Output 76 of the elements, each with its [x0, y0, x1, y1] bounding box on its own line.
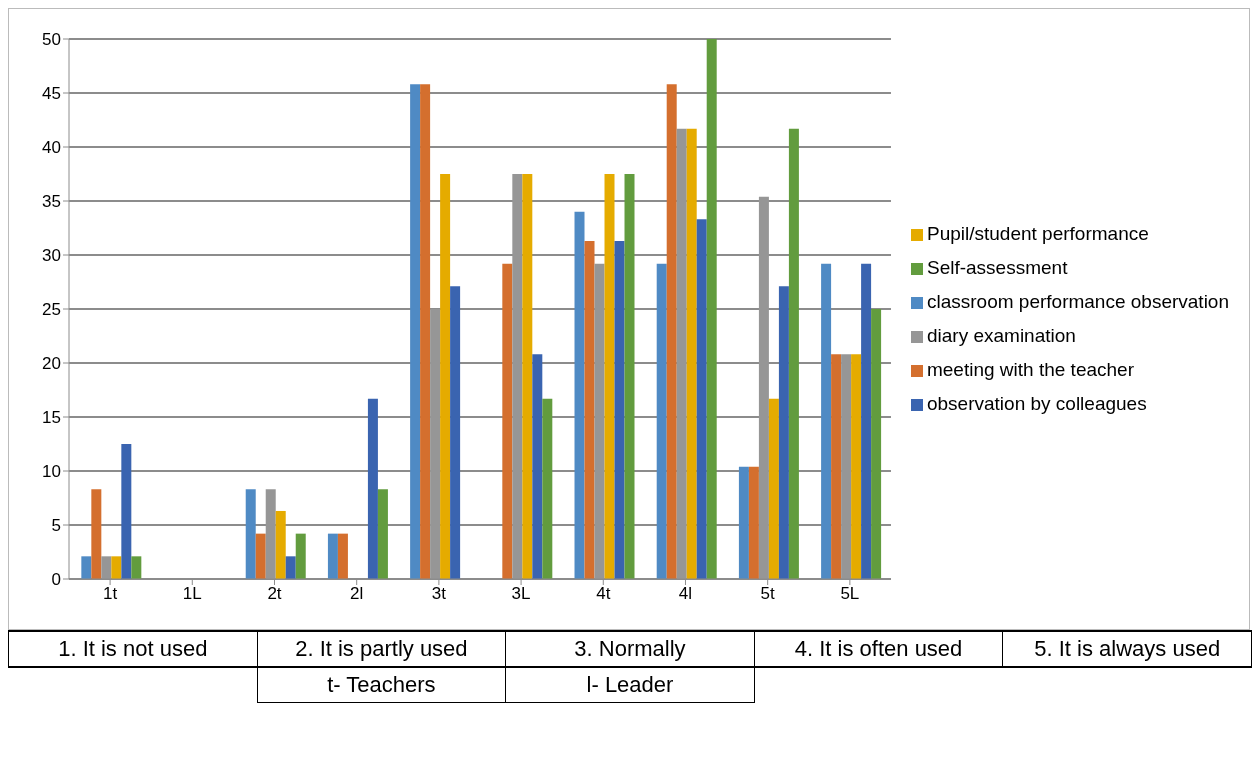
text: l- Leader	[505, 667, 755, 703]
bar	[574, 211, 585, 579]
y-tick-label: 35	[42, 192, 61, 212]
x-tick-label: 5L	[840, 584, 860, 604]
x-tick-label: 2l	[350, 584, 364, 604]
bar	[532, 354, 543, 579]
bar	[337, 533, 348, 579]
legend-label: classroom performance observation	[926, 291, 1229, 312]
text: 4. It is often used	[754, 631, 1003, 667]
y-tick-label: 50	[42, 30, 61, 50]
x-tick-label: 4l	[678, 584, 693, 604]
bar	[861, 263, 872, 579]
legend-label: Pupil/student performance	[926, 223, 1149, 244]
legend-label: diary examination	[926, 325, 1076, 346]
bar	[706, 39, 717, 579]
bar	[821, 263, 832, 579]
bar	[666, 84, 677, 579]
bar	[738, 466, 749, 579]
y-tick-label: 10	[42, 462, 61, 482]
y-tick-label: 0	[51, 570, 61, 590]
bar	[440, 174, 451, 579]
bar	[131, 556, 142, 579]
bar	[788, 128, 799, 579]
legend-label: Self-assessment	[926, 257, 1068, 278]
bar	[871, 309, 882, 579]
bar	[295, 533, 306, 579]
bar	[327, 533, 338, 579]
bar	[450, 286, 461, 579]
bar	[255, 533, 266, 579]
text: 1. It is not used	[8, 631, 258, 667]
legend-label: observation by colleagues	[926, 393, 1147, 414]
text: t- Teachers	[257, 667, 506, 703]
y-tick-label: 45	[42, 84, 61, 104]
x-tick-label: 3L	[511, 584, 531, 604]
bar	[831, 354, 842, 579]
bar	[851, 354, 862, 579]
bar	[377, 489, 388, 579]
bar	[410, 84, 421, 579]
bar	[502, 263, 513, 579]
legend-label: meeting with the teacher	[926, 359, 1134, 380]
bar	[656, 263, 667, 579]
bar	[420, 84, 431, 579]
bar	[522, 174, 533, 579]
bar	[275, 510, 286, 579]
bar	[604, 174, 615, 579]
bar	[614, 240, 625, 579]
x-tick-label: 1t	[103, 584, 118, 604]
y-tick-label: 15	[42, 408, 61, 428]
y-tick-label: 25	[42, 300, 61, 320]
x-tick-label: 3t	[431, 584, 447, 604]
bar	[686, 128, 697, 579]
x-tick-label: 2t	[267, 584, 282, 604]
y-tick-label: 30	[42, 246, 61, 266]
x-tick-label: 5t	[760, 584, 776, 604]
bar	[584, 240, 595, 579]
text: 5. It is always used	[1002, 631, 1252, 667]
text: 3. Normally	[505, 631, 755, 667]
bar	[111, 556, 122, 579]
x-tick-label: 4t	[596, 584, 611, 604]
bar	[81, 556, 92, 579]
bar	[778, 286, 789, 579]
bar	[696, 219, 707, 579]
bar	[91, 489, 102, 579]
y-tick-label: 20	[42, 354, 61, 374]
bar	[367, 398, 378, 579]
bar	[542, 398, 553, 579]
bar	[285, 556, 296, 579]
bar	[768, 398, 779, 579]
y-tick-label: 40	[42, 138, 61, 158]
bar	[121, 444, 132, 579]
x-tick-label: 1L	[182, 584, 202, 604]
bar	[245, 489, 256, 579]
bar	[624, 174, 635, 579]
text: 2. It is partly used	[257, 631, 506, 667]
bar	[748, 466, 759, 579]
y-tick-label: 5	[51, 516, 61, 536]
